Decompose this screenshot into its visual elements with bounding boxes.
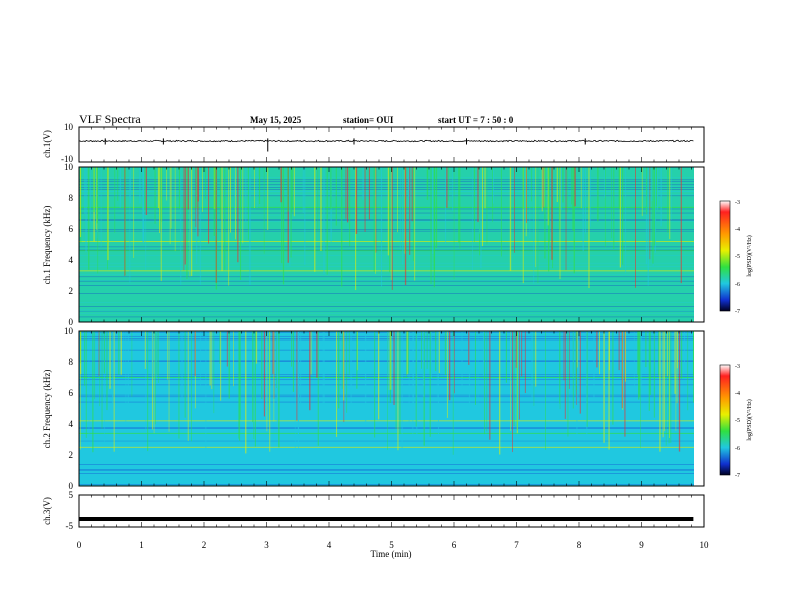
ch1-spec-ytick-2: 2 — [69, 286, 74, 296]
ch1-spec-ytick-4: 4 — [69, 255, 74, 265]
ch2-colorbar — [719, 364, 731, 476]
ch1-colorbar-label: log(PSD)(V²/Hz) — [746, 235, 753, 276]
time-axis-ticks — [78, 127, 705, 527]
time-axis-labels: 0 1 2 3 4 5 6 7 8 9 10 — [77, 540, 709, 550]
ch1-colorbar-tick-max: -3 — [735, 200, 740, 206]
ch2-spec-ytick-2: 2 — [69, 450, 74, 460]
ch1-colorbar-tick-min: -7 — [735, 309, 740, 315]
ch2-colorbar-tick-max: -3 — [735, 364, 740, 370]
ch2-colorbar-tick-4: -4 — [735, 391, 740, 397]
ch2-heatmap — [79, 331, 694, 486]
ch3-waveform-panel: 5 -5 ch.3(V) — [42, 490, 705, 531]
ch1-spec-ytick-6: 6 — [69, 224, 74, 234]
ch1-spec-ylabel: ch.1 Frequency (kHz) — [42, 206, 52, 285]
ch3-ylabel: ch.3(V) — [42, 497, 52, 525]
figure-start-time: start UT = 7 : 50 : 0 — [438, 115, 514, 125]
xtick-label-2: 2 — [202, 540, 207, 550]
figure-title: VLF Spectra — [79, 112, 141, 126]
ch1-ylabel: ch.1(V) — [42, 130, 52, 158]
ch1-colorbar — [719, 200, 731, 312]
ch3-ytick-bottom: -5 — [66, 521, 74, 531]
ch1-colorbar-tick-6: -6 — [735, 282, 740, 288]
ch2-spec-ytick-4: 4 — [69, 419, 74, 429]
xtick-label-8: 8 — [577, 540, 582, 550]
ch2-colorbar-tick-min: -7 — [735, 473, 740, 479]
ch1-plot-area — [79, 127, 704, 162]
ch1-waveform-line — [78, 139, 694, 143]
figure-date: May 15, 2025 — [250, 115, 302, 125]
ch1-heatmap — [79, 167, 694, 322]
xtick-label-3: 3 — [264, 540, 269, 550]
ch1-ytick-top: 10 — [64, 122, 74, 132]
xtick-label-10: 10 — [700, 540, 710, 550]
ch1-spec-ytick-10: 10 — [64, 162, 74, 172]
ch1-colorbar-tick-5: -5 — [735, 254, 740, 260]
xtick-label-1: 1 — [139, 540, 144, 550]
ch1-spec-ytick-8: 8 — [69, 193, 74, 203]
xtick-label-4: 4 — [327, 540, 332, 550]
ch1-spikes — [104, 138, 586, 152]
ch2-spec-ytick-6: 6 — [69, 388, 74, 398]
ch2-colorbar-tick-6: -6 — [735, 446, 740, 452]
xtick-label-7: 7 — [514, 540, 519, 550]
ch2-spec-ytick-0: 0 — [69, 481, 74, 491]
ch2-spec-ytick-10: 10 — [64, 326, 74, 336]
figure-station: station= OUI — [343, 115, 394, 125]
ch3-ytick-top: 5 — [69, 490, 74, 500]
ch1-colorbar-tick-4: -4 — [735, 227, 740, 233]
time-axis-label: Time (min) — [371, 549, 412, 559]
ch1-spectrogram-panel: 0 2 4 6 8 10 ch.1 Frequency (kHz) -3 -4 … — [42, 162, 753, 327]
xtick-label-5: 5 — [389, 540, 394, 550]
ch2-colorbar-tick-5: -5 — [735, 418, 740, 424]
xtick-label-6: 6 — [452, 540, 457, 550]
xtick-label-9: 9 — [639, 540, 644, 550]
ch3-plot-area — [79, 495, 704, 527]
ch2-spec-ytick-8: 8 — [69, 357, 74, 367]
ch1-spec-ytick-0: 0 — [69, 317, 74, 327]
xtick-label-0: 0 — [77, 540, 82, 550]
ch2-spec-ylabel: ch.2 Frequency (kHz) — [42, 370, 52, 449]
ch1-ytick-bottom: -10 — [61, 154, 73, 164]
ch2-spectrogram-panel: 0 2 4 6 8 10 ch.2 Frequency (kHz) -3 -4 … — [42, 326, 753, 491]
ch2-colorbar-label: log(PSD)(V²/Hz) — [746, 399, 753, 440]
